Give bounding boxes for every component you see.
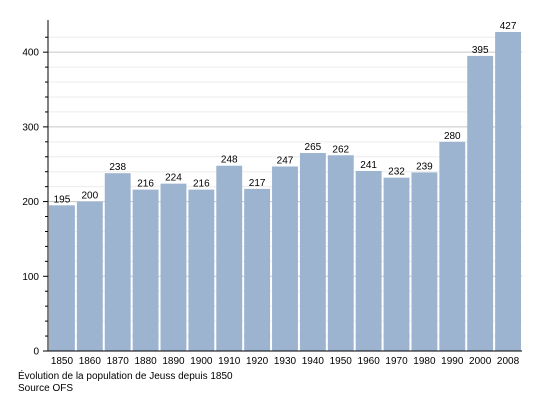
y-tick-label: 100 bbox=[22, 272, 39, 283]
bar-value-label: 238 bbox=[109, 162, 126, 173]
bar-value-label: 247 bbox=[277, 155, 294, 166]
x-tick-label: 1980 bbox=[413, 356, 436, 367]
bar-value-label: 217 bbox=[249, 178, 266, 189]
bar-value-label: 200 bbox=[81, 191, 98, 202]
bar bbox=[383, 177, 410, 351]
x-tick-label: 1960 bbox=[358, 356, 381, 367]
chart-caption: Évolution de la population de Jeuss depu… bbox=[18, 371, 233, 382]
bar bbox=[327, 155, 354, 351]
x-tick-label: 1850 bbox=[51, 356, 74, 367]
bar-value-label: 248 bbox=[221, 155, 238, 166]
bar bbox=[355, 170, 382, 351]
x-tick-label: 1930 bbox=[274, 356, 297, 367]
x-tick-label: 1970 bbox=[385, 356, 408, 367]
bar bbox=[439, 141, 466, 351]
bar-value-label: 224 bbox=[165, 173, 182, 184]
bar bbox=[467, 55, 494, 352]
x-tick-label: 1900 bbox=[190, 356, 213, 367]
bar-value-label: 216 bbox=[137, 179, 154, 190]
x-tick-labels-group: 1850 1860 1870 1880 1890 1900 1910 1920 1930 1940… bbox=[51, 356, 520, 367]
x-tick-label: 1940 bbox=[302, 356, 325, 367]
bar-value-label: 216 bbox=[193, 179, 210, 190]
bar bbox=[272, 166, 298, 351]
x-tick-label: 1880 bbox=[134, 356, 157, 367]
y-tick-label: 300 bbox=[22, 122, 39, 133]
bar-value-label: 265 bbox=[305, 142, 322, 153]
x-tick-label: 2008 bbox=[497, 356, 520, 367]
y-tick-label: 200 bbox=[22, 197, 39, 208]
bar bbox=[216, 165, 243, 351]
y-tick-labels-group: 0 100 200 300 400 bbox=[22, 48, 39, 358]
bar-value-label: 241 bbox=[360, 160, 377, 171]
chart-source: Source OFS bbox=[18, 383, 74, 394]
bar bbox=[299, 153, 326, 351]
x-tick-label: 1910 bbox=[218, 356, 241, 367]
bar bbox=[104, 173, 131, 351]
bar-value-label: 239 bbox=[416, 161, 433, 172]
x-tick-label: 2000 bbox=[469, 356, 492, 367]
bar bbox=[76, 201, 103, 351]
x-tick-label: 1950 bbox=[330, 356, 353, 367]
x-tick-label: 1990 bbox=[441, 356, 464, 367]
value-labels-group: 195 200 238 216 224 216 248 217 247 265 262 241 232 2… bbox=[54, 21, 517, 205]
y-tick-label: 400 bbox=[22, 48, 39, 59]
bar-value-label: 280 bbox=[444, 131, 461, 142]
bar bbox=[132, 189, 159, 351]
bar-value-label: 427 bbox=[500, 21, 517, 32]
bar bbox=[495, 32, 521, 351]
bars-group bbox=[49, 32, 521, 352]
y-tick-label: 0 bbox=[33, 347, 39, 358]
bar bbox=[160, 183, 187, 351]
x-tick-label: 1860 bbox=[79, 356, 102, 367]
bar bbox=[244, 188, 271, 351]
bar-value-label: 395 bbox=[472, 45, 489, 56]
bar-value-label: 232 bbox=[388, 167, 405, 178]
bar-value-label: 262 bbox=[332, 144, 349, 155]
axes-group bbox=[43, 20, 522, 352]
x-tick-label: 1870 bbox=[107, 356, 130, 367]
bar-value-label: 195 bbox=[54, 194, 71, 205]
bar bbox=[188, 189, 215, 351]
x-tick-label: 1890 bbox=[162, 356, 185, 367]
x-tick-label: 1920 bbox=[246, 356, 269, 367]
bar bbox=[49, 205, 75, 351]
bar bbox=[411, 172, 438, 351]
